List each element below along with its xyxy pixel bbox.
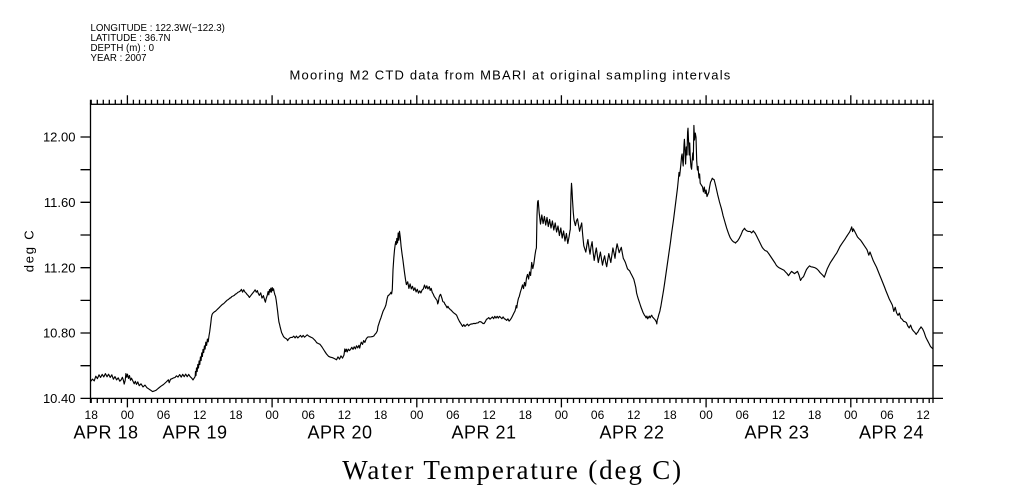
svg-text:06: 06: [446, 408, 460, 422]
svg-text:APR 24: APR 24: [859, 423, 924, 443]
svg-text:12: 12: [482, 408, 496, 422]
svg-text:06: 06: [157, 408, 171, 422]
svg-text:00: 00: [265, 408, 279, 422]
svg-text:DEPTH (m) : 0: DEPTH (m) : 0: [91, 43, 155, 54]
svg-text:11.60: 11.60: [44, 195, 76, 210]
svg-text:12: 12: [338, 408, 352, 422]
svg-text:00: 00: [699, 408, 713, 422]
svg-text:APR 18: APR 18: [73, 423, 138, 443]
svg-text:06: 06: [302, 408, 316, 422]
svg-text:00: 00: [555, 408, 569, 422]
svg-text:12: 12: [193, 408, 207, 422]
svg-text:00: 00: [844, 408, 858, 422]
svg-text:deg C: deg C: [22, 229, 37, 273]
svg-text:APR 22: APR 22: [599, 423, 664, 443]
svg-text:18: 18: [229, 408, 243, 422]
svg-text:06: 06: [591, 408, 605, 422]
svg-text:APR 23: APR 23: [744, 423, 809, 443]
svg-text:LONGITUDE : 122.3W(−122.3): LONGITUDE : 122.3W(−122.3): [91, 23, 225, 34]
svg-text:18: 18: [519, 408, 533, 422]
svg-text:06: 06: [880, 408, 894, 422]
svg-text:12: 12: [627, 408, 641, 422]
svg-text:11.20: 11.20: [44, 260, 76, 275]
svg-text:06: 06: [736, 408, 750, 422]
svg-text:12: 12: [916, 408, 930, 422]
svg-text:10.80: 10.80: [43, 326, 76, 341]
svg-text:18: 18: [374, 408, 388, 422]
svg-text:APR 19: APR 19: [162, 423, 227, 443]
svg-text:Mooring M2 CTD data from MBARI: Mooring M2 CTD data from MBARI at origin…: [290, 68, 732, 83]
svg-text:YEAR : 2007: YEAR : 2007: [91, 53, 147, 64]
svg-text:00: 00: [121, 408, 135, 422]
svg-text:Water Temperature (deg C): Water Temperature (deg C): [342, 455, 683, 485]
svg-text:18: 18: [808, 408, 822, 422]
svg-text:10.40: 10.40: [43, 391, 76, 406]
svg-text:LATITUDE : 36.7N: LATITUDE : 36.7N: [91, 33, 171, 44]
svg-text:12: 12: [772, 408, 786, 422]
svg-text:APR 20: APR 20: [307, 423, 372, 443]
svg-text:00: 00: [410, 408, 424, 422]
svg-text:12.00: 12.00: [43, 130, 76, 145]
svg-text:APR 21: APR 21: [451, 423, 516, 443]
svg-text:18: 18: [663, 408, 677, 422]
svg-text:18: 18: [85, 408, 99, 422]
